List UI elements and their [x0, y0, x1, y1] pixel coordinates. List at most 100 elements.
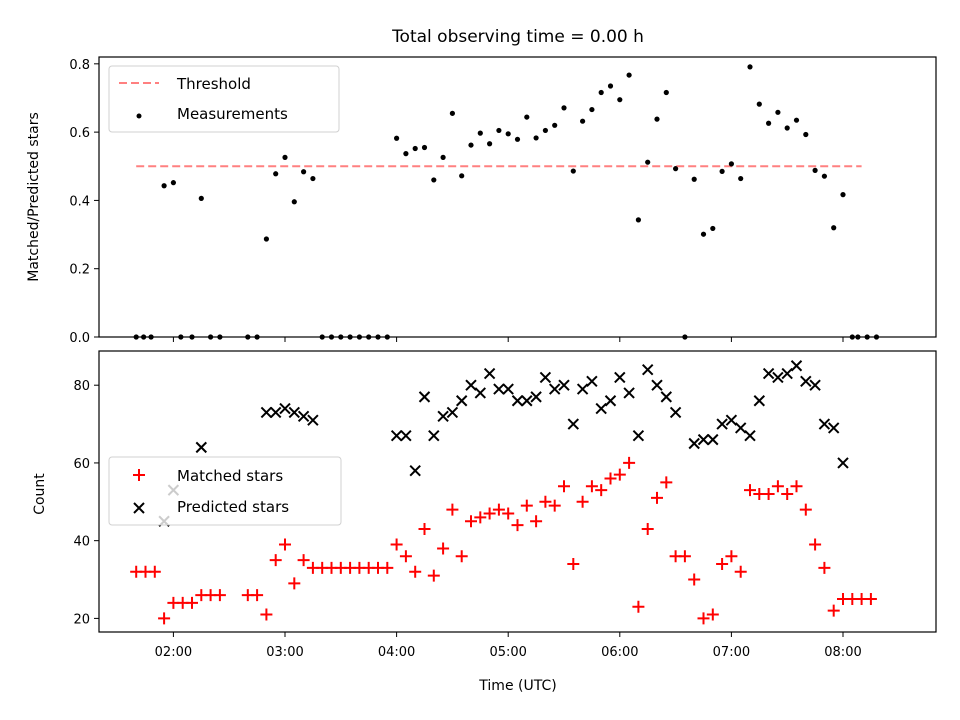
- matched-stars-point: [539, 495, 552, 508]
- predicted-stars-point: [697, 433, 710, 446]
- predicted-stars-point: [390, 430, 403, 442]
- measurement-point: [310, 175, 316, 182]
- matched-stars-point: [595, 484, 608, 497]
- matched-stars-point: [771, 480, 784, 493]
- predicted-stars-point: [725, 414, 738, 426]
- bottom-plot-frame: [98, 350, 937, 633]
- predicted-stars-point: [288, 406, 301, 419]
- matched-stars-point: [483, 507, 496, 520]
- bottom-legend: Matched stars Predicted stars: [108, 456, 342, 526]
- predicted-stars-point: [641, 363, 654, 376]
- measurement-point: [552, 122, 558, 128]
- measurement-point: [440, 154, 446, 160]
- measurement-point: [654, 116, 660, 122]
- matched-stars-point: [641, 523, 654, 536]
- matched-stars-point: [725, 550, 738, 563]
- legend-predicted-swatch: [133, 502, 145, 514]
- matched-stars-point: [492, 503, 505, 516]
- matched-stars-point: [864, 592, 877, 605]
- measurement-point: [840, 192, 846, 198]
- predicted-stars-point: [474, 387, 487, 399]
- measurement-point: [542, 127, 549, 134]
- matched-stars-point: [381, 561, 394, 574]
- matched-stars-point: [520, 499, 533, 512]
- predicted-stars-point: [530, 391, 542, 403]
- matched-stars-point: [446, 503, 459, 516]
- matched-stars-point: [465, 515, 477, 528]
- predicted-stars-point: [567, 418, 580, 430]
- matched-stars-point: [279, 538, 291, 551]
- measurement-point: [598, 89, 604, 96]
- measurement-point: [821, 173, 828, 179]
- measurement-point: [793, 117, 800, 123]
- predicted-stars-point: [260, 406, 273, 419]
- matched-stars-point: [697, 612, 710, 625]
- predicted-stars-point: [772, 371, 784, 384]
- matched-stars-point: [613, 468, 626, 481]
- predicted-stars-point: [688, 437, 700, 450]
- x-tick-label: 06:00: [601, 645, 638, 660]
- measurement-point: [514, 136, 521, 142]
- matched-stars-point: [585, 480, 598, 493]
- matched-stars-point: [799, 503, 812, 516]
- measurement-point: [421, 144, 428, 151]
- bottom-y-tick-label: 20: [73, 612, 90, 627]
- measurement-point: [505, 131, 511, 137]
- measurement-point: [561, 105, 567, 111]
- predicted-stars-point: [586, 375, 598, 388]
- measurement-point: [635, 217, 642, 223]
- matched-stars-point: [706, 608, 719, 621]
- measurement-point: [468, 142, 474, 148]
- matched-stars-point: [688, 573, 701, 586]
- measurement-point: [477, 130, 483, 136]
- predicted-stars-point: [790, 360, 803, 372]
- predicted-stars-point: [195, 441, 208, 454]
- measurement-point: [589, 106, 595, 113]
- x-tick-label: 07:00: [713, 645, 750, 660]
- predicted-stars-point: [400, 430, 412, 442]
- predicted-stars-point: [623, 387, 635, 399]
- legend-matched-swatch: [133, 469, 145, 481]
- top-y-tick-label: 0.4: [69, 194, 90, 209]
- matched-stars-point: [567, 557, 580, 570]
- matched-stars-point: [213, 589, 226, 602]
- matched-stars-point: [418, 523, 431, 536]
- matched-stars-point: [297, 554, 310, 567]
- bottom-y-tick-label: 40: [73, 535, 90, 550]
- matched-stars-point: [548, 499, 561, 512]
- bottom-plot-marks: [130, 360, 877, 625]
- measurement-point: [403, 151, 409, 157]
- matched-stars-point: [251, 589, 264, 602]
- predicted-stars-point: [446, 406, 459, 419]
- predicted-stars-point: [827, 422, 840, 434]
- measurement-point: [273, 171, 279, 177]
- matched-stars-point: [781, 488, 794, 501]
- matched-stars-point: [186, 596, 198, 609]
- measurement-point: [394, 135, 400, 141]
- predicted-stars-point: [493, 383, 505, 395]
- predicted-stars-point: [418, 391, 431, 403]
- predicted-stars-point: [269, 406, 282, 419]
- matched-stars-point: [604, 472, 617, 485]
- measurement-point: [710, 225, 716, 232]
- predicted-stars-point: [800, 375, 812, 388]
- bottom-y-axis-label: Count: [32, 473, 48, 515]
- predicted-stars-point: [465, 379, 477, 391]
- top-chart-title: Total observing time = 0.00 h: [391, 27, 644, 47]
- measurement-point: [291, 199, 297, 205]
- x-tick-label: 08:00: [824, 645, 861, 660]
- predicted-stars-point: [614, 371, 626, 384]
- matched-stars-point: [716, 557, 729, 570]
- matched-stars-point: [827, 604, 840, 617]
- matched-stars-point: [427, 569, 440, 582]
- matched-stars-point: [762, 488, 775, 501]
- measurement-point: [728, 161, 735, 167]
- predicted-stars-point: [455, 395, 468, 407]
- legend-measurements-label: Measurements: [177, 105, 288, 123]
- matched-stars-point: [409, 565, 422, 578]
- measurement-point: [812, 167, 818, 173]
- matched-stars-point: [818, 561, 831, 574]
- matched-stars-point: [530, 515, 543, 528]
- top-plot-axes: 0.0 0.2 0.4 0.6 0.8: [69, 58, 844, 346]
- measurement-point: [607, 83, 614, 89]
